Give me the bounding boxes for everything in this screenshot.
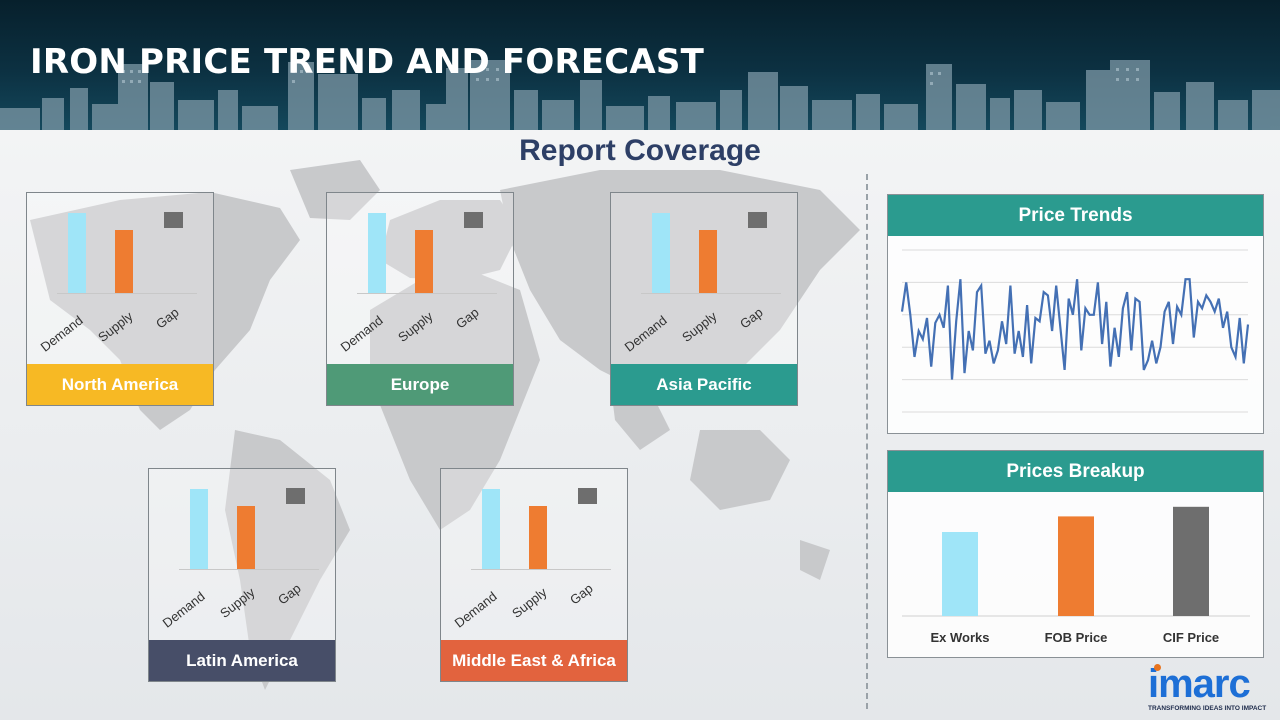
logo-wordmark: imarc [1148, 662, 1251, 706]
region-card-asia-pacific: Demand Supply Gap Asia Pacific [610, 192, 798, 406]
x-tick-label-demand: Demand [37, 312, 86, 355]
gap-marker [164, 212, 183, 228]
page-title: IRON PRICE TREND AND FORECAST [30, 42, 705, 82]
supply-bar [115, 230, 133, 293]
report-coverage-heading: Report Coverage [519, 134, 761, 167]
prices-breakup-title: Prices Breakup [888, 451, 1263, 492]
region-label: Asia Pacific [611, 364, 797, 405]
region-card-latin-america: Demand Supply Gap Latin America [148, 468, 336, 682]
gap-marker [286, 488, 305, 504]
region-label: North America [27, 364, 213, 405]
prices-breakup-bar-chart: Ex Works FOB Price CIF Price [902, 506, 1250, 645]
price-trends-title: Price Trends [888, 195, 1263, 236]
x-tick-label: CIF Price [1163, 630, 1219, 645]
header-banner: IRON PRICE TREND AND FORECAST [0, 0, 1280, 130]
section-divider [866, 174, 868, 709]
logo-dot [1154, 664, 1161, 671]
supply-bar [237, 506, 255, 569]
x-tick-label-demand: Demand [337, 312, 386, 355]
chart-baseline [471, 569, 611, 570]
chart-baseline [357, 293, 497, 294]
supply-bar [699, 230, 717, 293]
breakup-bar-ex-works [942, 532, 978, 616]
chart-baseline [641, 293, 781, 294]
x-tick-label-demand: Demand [621, 312, 670, 355]
region-card-middle-east-africa: Demand Supply Gap Middle East & Africa [440, 468, 628, 682]
report-coverage-section: Report Coverage Demand Supply Gap North … [0, 130, 1280, 720]
region-bar-chart: Demand Supply Gap [149, 469, 335, 639]
demand-bar [368, 213, 386, 293]
x-tick-label: FOB Price [1045, 630, 1108, 645]
city-skyline-illustration [0, 60, 1280, 130]
demand-bar [190, 489, 208, 569]
x-tick-label: Ex Works [930, 630, 989, 645]
gap-marker [578, 488, 597, 504]
region-card-north-america: Demand Supply Gap North America [26, 192, 214, 406]
gap-marker [464, 212, 483, 228]
region-label: Middle East & Africa [441, 640, 627, 681]
chart-baseline [179, 569, 319, 570]
supply-bar [415, 230, 433, 293]
price-trends-line-chart [900, 249, 1250, 413]
demand-bar [68, 213, 86, 293]
region-bar-chart: Demand Supply Gap [611, 193, 797, 363]
region-label: Europe [327, 364, 513, 405]
x-tick-label-demand: Demand [159, 588, 208, 631]
region-bar-chart: Demand Supply Gap [441, 469, 627, 639]
price-trend-series-line [900, 278, 1250, 380]
region-bar-chart: Demand Supply Gap [327, 193, 513, 363]
region-label: Latin America [149, 640, 335, 681]
demand-bar [482, 489, 500, 569]
region-card-europe: Demand Supply Gap Europe [326, 192, 514, 406]
prices-breakup-panel: Prices Breakup Ex Works FOB Price CIF Pric… [887, 450, 1264, 658]
breakup-bar-fob-price [1058, 516, 1094, 616]
region-bar-chart: Demand Supply Gap [27, 193, 213, 363]
supply-bar [529, 506, 547, 569]
gap-marker [748, 212, 767, 228]
chart-baseline [57, 293, 197, 294]
logo-tagline: TRANSFORMING IDEAS INTO IMPACT [1148, 705, 1267, 712]
breakup-bar-cif-price [1173, 506, 1209, 616]
imarc-logo: imarc TRANSFORMING IDEAS INTO IMPACT [1146, 660, 1272, 716]
x-tick-label-demand: Demand [451, 588, 500, 631]
demand-bar [652, 213, 670, 293]
price-trends-panel: Price Trends [887, 194, 1264, 434]
